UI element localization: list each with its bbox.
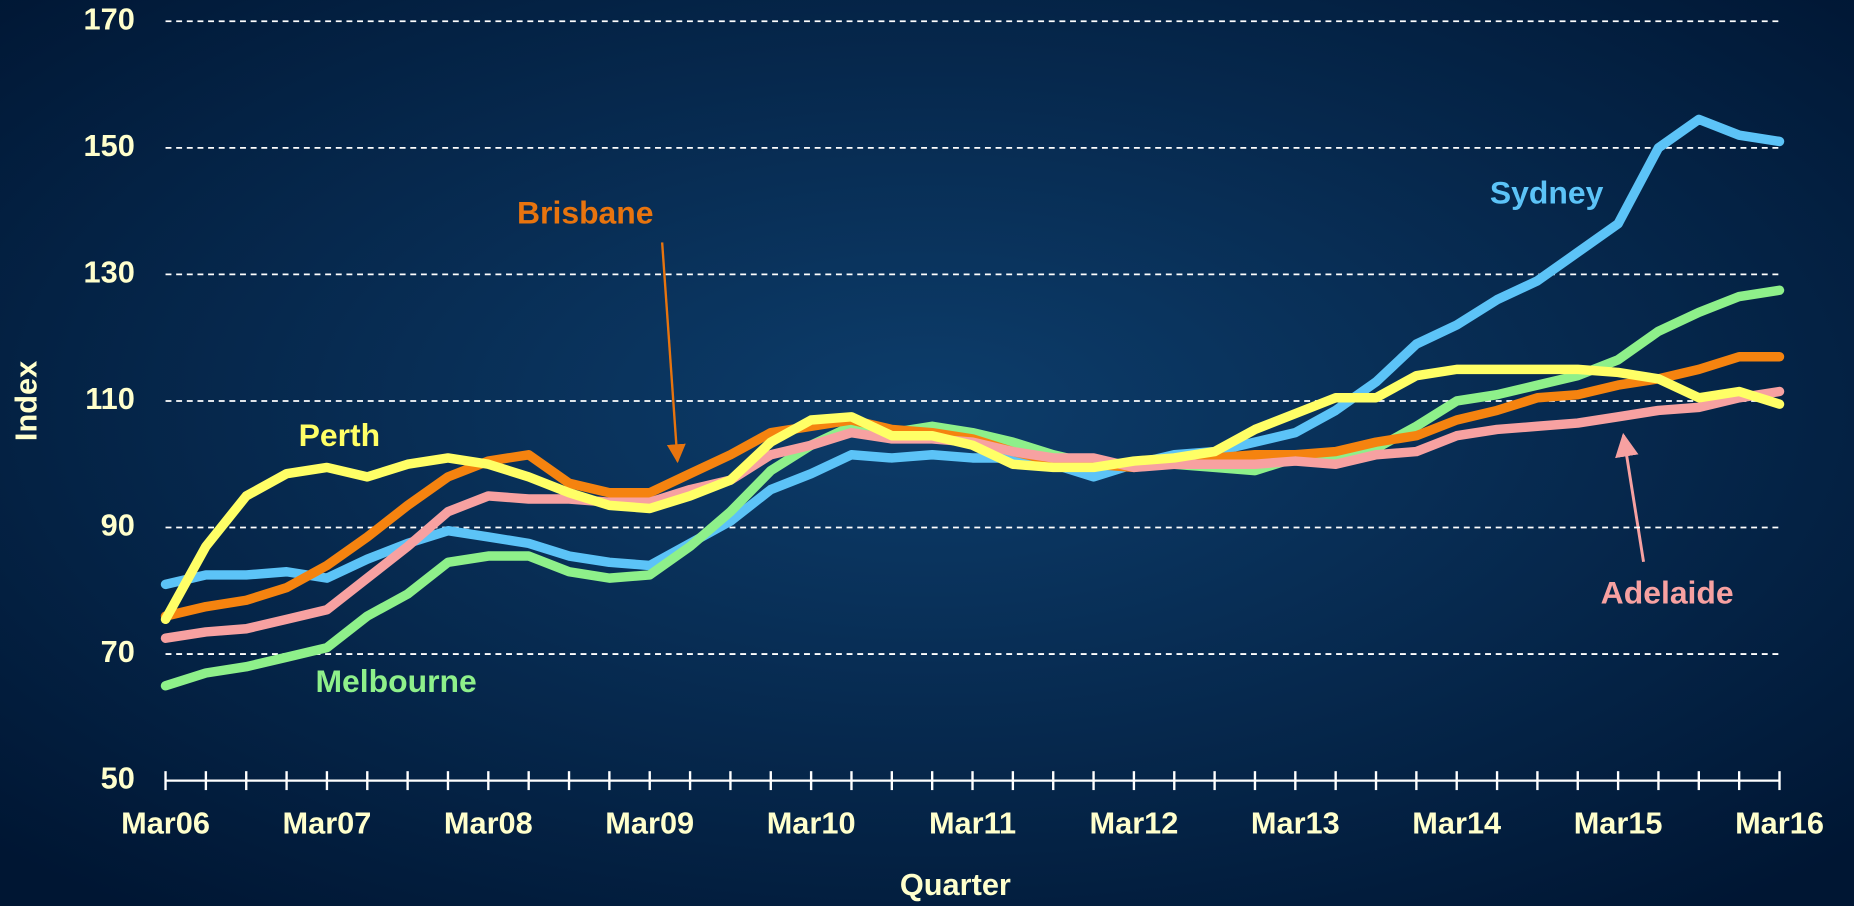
y-tick-label: 130 (84, 255, 135, 290)
series-line (160, 364, 1785, 625)
x-tick-label: Mar15 (1574, 806, 1663, 841)
brisbane-arrow (660, 242, 686, 464)
x-tick-label: Mar14 (1412, 806, 1501, 841)
y-tick-label: 90 (101, 508, 135, 543)
x-tick-label: Mar06 (121, 806, 210, 841)
series-line (160, 114, 1785, 590)
x-axis-title: Quarter (900, 867, 1011, 902)
y-tick-label: 170 (84, 1, 135, 36)
series-label: Sydney (1490, 175, 1604, 211)
y-axis-title: Index (9, 361, 44, 441)
x-tick-label: Mar10 (767, 806, 856, 841)
x-tick-label: Mar16 (1735, 806, 1824, 841)
y-tick-label: 150 (84, 128, 135, 163)
series-label: Perth (299, 417, 381, 453)
x-tick-label: Mar07 (283, 806, 372, 841)
y-tick-label: 110 (85, 381, 135, 416)
series-label: Brisbane (517, 195, 654, 231)
y-tick-label: 50 (101, 761, 135, 796)
x-tick-label: Mar09 (605, 806, 694, 841)
series-label: Adelaide (1601, 574, 1734, 610)
series-line (160, 285, 1785, 691)
x-tick-label: Mar08 (444, 806, 533, 841)
y-tick-label: 70 (101, 634, 135, 669)
x-tick-label: Mar12 (1090, 806, 1179, 841)
x-tick-label: Mar11 (929, 806, 1016, 841)
x-tick-label: Mar13 (1251, 806, 1340, 841)
series-label: Melbourne (315, 663, 476, 699)
adelaide-arrow (1615, 432, 1645, 563)
